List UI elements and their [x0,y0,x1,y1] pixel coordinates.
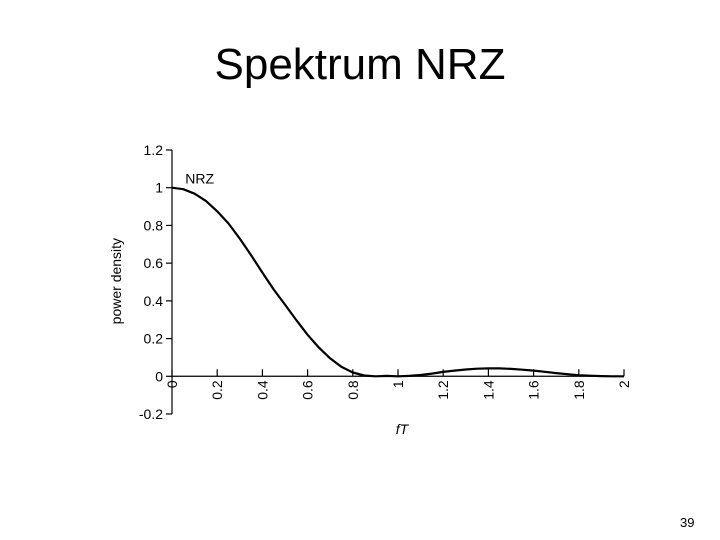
y-tick-label: 1 [155,180,163,196]
series-line-nrz [171,186,624,378]
y-tick-label: 1.2 [144,142,164,158]
x-tick-label: 1.4 [480,380,496,400]
x-tick-label: 0.2 [209,380,225,400]
x-tick-label: 0.4 [254,380,270,400]
x-axis-label: fT [396,421,410,437]
y-tick-label: 0.2 [144,331,164,347]
x-tick-label: 1.6 [526,380,542,400]
y-tick-label: 0.4 [144,293,164,309]
x-tick-label: 0 [164,380,180,388]
y-tick-label: -0.2 [139,406,163,422]
y-axis: -0.2 0 0.2 0.4 0.6 0.8 1 1.2 [139,142,173,422]
y-tick-label: 0 [155,368,163,384]
x-tick-label: 1.2 [435,380,451,400]
slide-page-number: 39 [680,515,695,530]
y-tick-label: 0.8 [144,217,164,233]
series-layer [171,186,624,378]
curve-annotation: NRZ [185,170,214,186]
y-tick-label: 0.6 [144,255,164,271]
x-tick-label: 2 [616,380,632,388]
slide-title: Spektrum NRZ [214,40,506,89]
x-tick-label: 1.8 [571,380,587,400]
x-tick-label: 0.6 [300,380,316,400]
y-axis-label: power density [108,238,124,324]
x-tick-label: 0.8 [345,380,361,400]
x-tick-label: 1 [390,380,406,388]
